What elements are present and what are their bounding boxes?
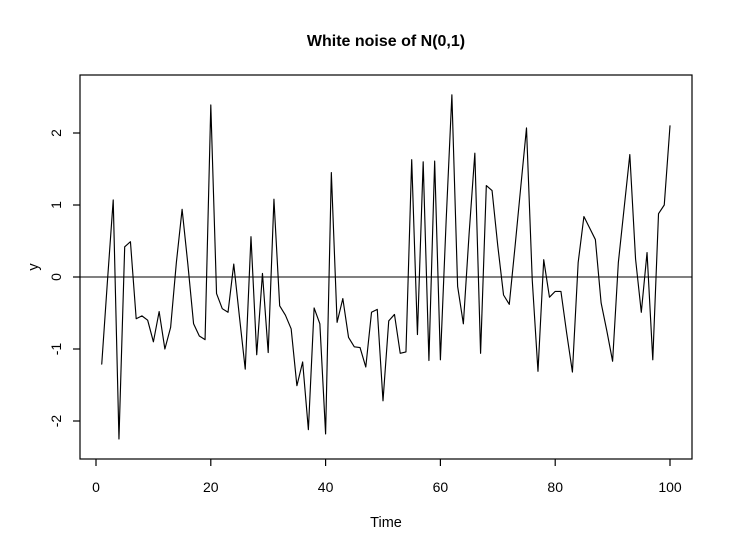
x-tick-label: 80 [547, 479, 563, 495]
x-tick-label: 20 [203, 479, 219, 495]
series-line [101, 94, 671, 440]
x-tick-label: 40 [318, 479, 334, 495]
y-axis-label: y [26, 263, 42, 271]
y-axis-ticks: -2 -1 0 1 2 [48, 129, 80, 427]
y-tick-label: 2 [48, 129, 64, 137]
chart-title: White noise of N(0,1) [307, 33, 465, 50]
x-tick-label: 100 [658, 479, 682, 495]
x-axis-label: Time [370, 515, 402, 531]
plot-box [79, 74, 693, 460]
x-tick-label: 60 [433, 479, 449, 495]
y-tick-label: 0 [48, 273, 64, 281]
x-tick-label: 0 [92, 479, 100, 495]
y-tick-label: -2 [48, 415, 64, 428]
x-axis-ticks: 0 20 40 60 80 100 [92, 459, 682, 495]
y-tick-label: -1 [48, 343, 64, 356]
y-tick-label: 1 [48, 201, 64, 209]
